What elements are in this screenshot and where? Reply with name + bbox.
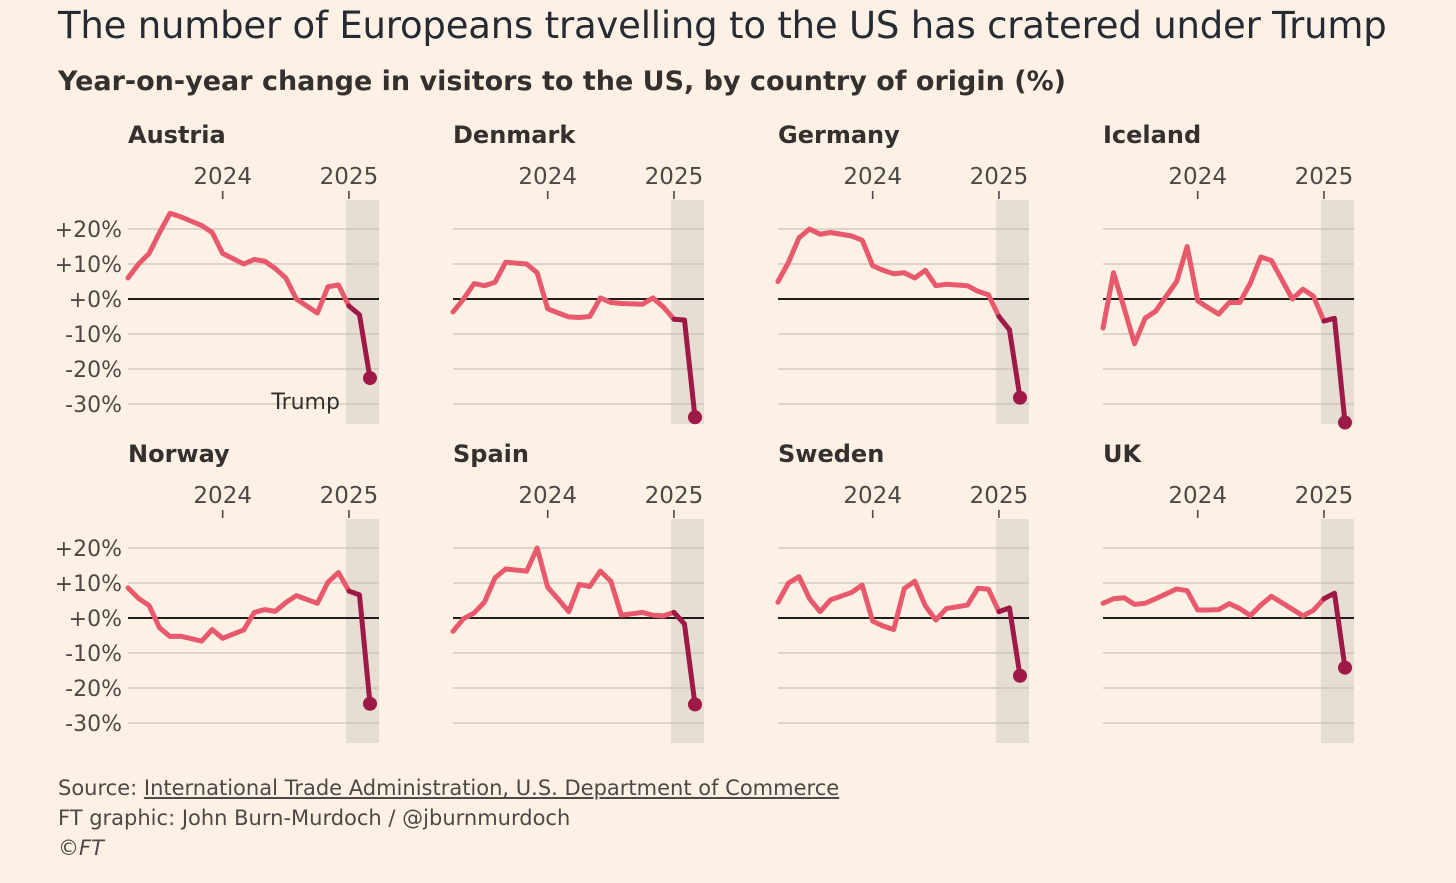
panel-denmark-latest-point — [688, 410, 702, 425]
source-prefix: Source: — [58, 776, 144, 800]
y-tick-label: -20% — [65, 358, 122, 383]
panel-norway-latest-point — [363, 696, 377, 711]
panel-germany-trump-line — [996, 314, 1023, 401]
panel-uk-series-line — [1100, 586, 1327, 619]
footer: Source: International Trade Administrati… — [58, 773, 839, 863]
page-subtitle: Year-on-year change in visitors to the U… — [58, 66, 1066, 97]
panel-denmark-title: Denmark — [453, 121, 576, 149]
panel-spain-latest-point — [688, 697, 702, 712]
panel-spain-trump-line — [671, 609, 698, 707]
panel-iceland-title: Iceland — [1103, 121, 1201, 149]
panel-sweden-title: Sweden — [778, 440, 884, 468]
page-title: The number of Europeans travelling to th… — [58, 4, 1387, 47]
panel-iceland-x-tick-label: 2024 — [1168, 164, 1227, 190]
y-tick-label: +20% — [55, 218, 122, 243]
panel-sweden-trump-line — [996, 605, 1023, 679]
copyright: ©FT — [58, 836, 104, 860]
panel-denmark-series-line — [450, 259, 677, 322]
panel-austria-x-tick-label: 2025 — [320, 164, 379, 190]
panel-sweden-x-tick-label: 2025 — [970, 483, 1029, 509]
panel-iceland-trump-line — [1321, 315, 1348, 426]
panel-sweden-latest-point — [1013, 668, 1027, 683]
y-tick-label: -30% — [65, 712, 122, 737]
y-tick-label: +10% — [55, 572, 122, 597]
panel-sweden-x-tick-label: 2024 — [843, 483, 902, 509]
panel-iceland-trump-band — [1320, 200, 1354, 424]
panel-austria-trump-line — [346, 303, 373, 381]
panel-spain-series-line — [450, 545, 677, 634]
y-tick-label: +10% — [55, 253, 122, 278]
panel-spain-x-tick-label: 2024 — [518, 483, 577, 509]
panel-denmark-x-tick-label: 2024 — [518, 164, 577, 190]
panel-austria-trump-band — [345, 200, 379, 424]
panel-denmark-trump-band — [670, 200, 704, 424]
panel-denmark-x-tick-label: 2025 — [645, 164, 704, 190]
y-tick-label: +20% — [55, 537, 122, 562]
panel-norway-x-tick-label: 2025 — [320, 483, 379, 509]
panel-germany-title: Germany — [778, 121, 900, 149]
panel-germany-series-line — [775, 226, 1002, 319]
panel-uk-x-tick-label: 2024 — [1168, 483, 1227, 509]
panel-iceland-x-tick-label: 2025 — [1295, 164, 1354, 190]
panel-norway-series-line — [125, 570, 352, 644]
y-tick-label: -20% — [65, 677, 122, 702]
panel-uk-latest-point — [1338, 660, 1352, 675]
y-tick-label: +0% — [69, 288, 122, 313]
panel-denmark-trump-line — [671, 316, 698, 420]
panel-uk-trump-line — [1321, 590, 1348, 671]
panel-germany-x-tick-label: 2024 — [843, 164, 902, 190]
y-tick-label: -30% — [65, 393, 122, 418]
panel-austria-latest-point — [363, 371, 377, 386]
panel-iceland-latest-point — [1338, 415, 1352, 430]
panel-spain-x-tick-label: 2025 — [645, 483, 704, 509]
y-tick-label: -10% — [65, 642, 122, 667]
panel-austria-title: Austria — [128, 121, 226, 149]
panel-norway-x-tick-label: 2024 — [193, 483, 252, 509]
panel-norway-trump-line — [346, 588, 373, 707]
panel-germany-x-tick-label: 2025 — [970, 164, 1029, 190]
panel-austria-x-tick-label: 2024 — [193, 164, 252, 190]
source-line: Source: International Trade Administrati… — [58, 773, 839, 803]
panel-sweden-series-line — [775, 574, 1002, 633]
panel-norway-title: Norway — [128, 440, 230, 468]
y-tick-label: +0% — [69, 607, 122, 632]
panel-austria-series-line — [125, 210, 352, 316]
panel-iceland-series-line — [1100, 244, 1327, 347]
panel-germany-latest-point — [1013, 390, 1027, 405]
panel-spain-title: Spain — [453, 440, 529, 468]
source-link[interactable]: International Trade Administration, U.S.… — [143, 776, 840, 800]
panel-germany-trump-band — [995, 200, 1029, 424]
panel-uk-x-tick-label: 2025 — [1295, 483, 1354, 509]
y-tick-label: -10% — [65, 323, 122, 348]
panel-uk-title: UK — [1103, 440, 1142, 468]
trump-annotation: Trump — [270, 390, 340, 415]
credit-line: FT graphic: John Burn-Murdoch / @jburnmu… — [58, 806, 571, 830]
